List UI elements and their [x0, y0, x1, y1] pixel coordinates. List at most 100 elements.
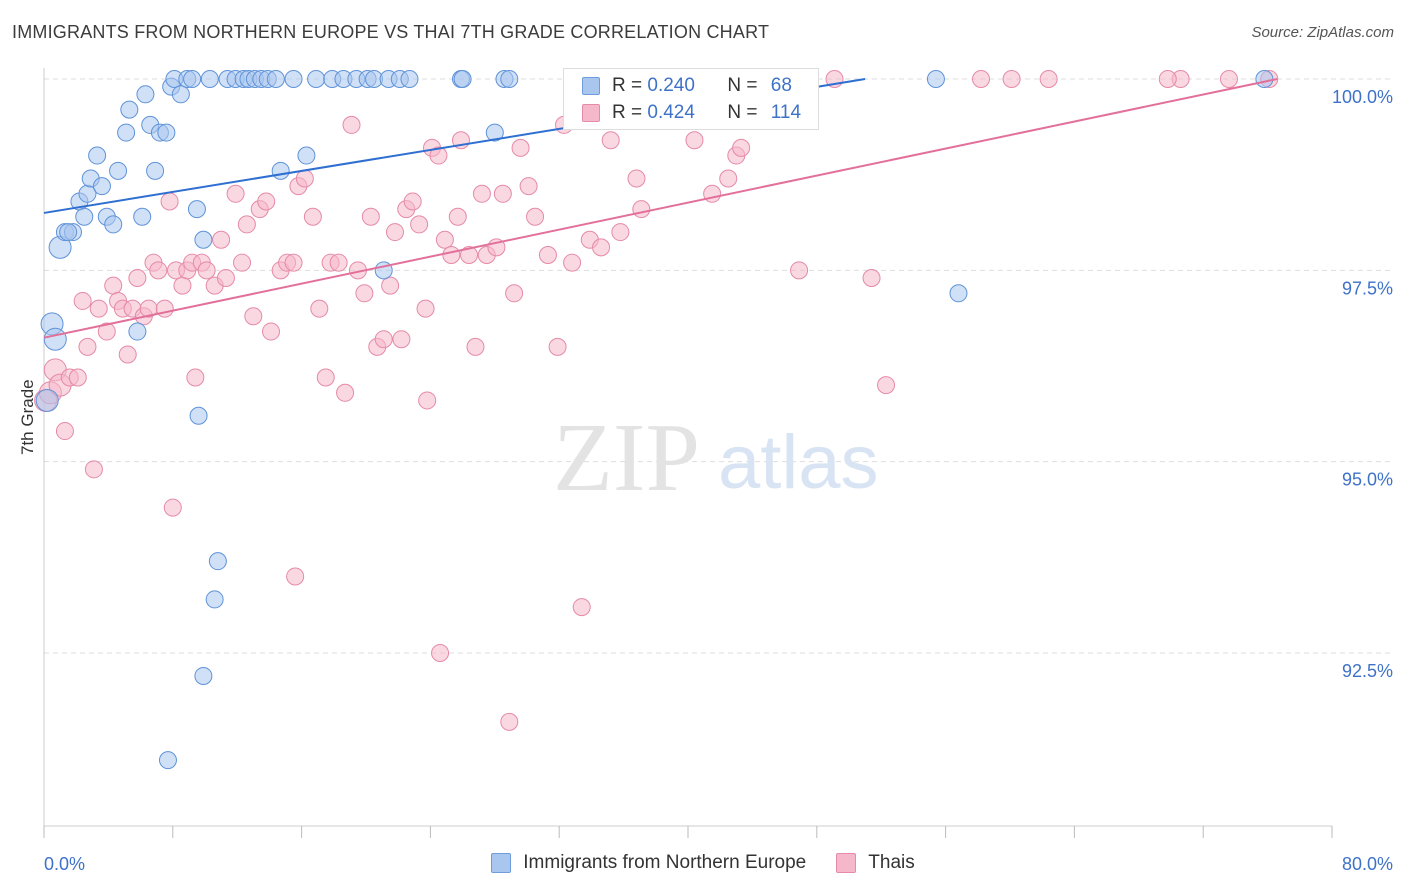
- northern-europe-point: [171, 85, 190, 104]
- northern-europe-points: [35, 70, 1274, 770]
- thais-point: [392, 330, 411, 349]
- legend-n-label: N =: [727, 102, 763, 123]
- thais-point: [160, 192, 179, 211]
- grid-lines: [44, 78, 1394, 654]
- watermark-atlas: atlas: [718, 420, 879, 505]
- thais-point: [89, 299, 108, 318]
- legend-r-value: 0.240: [647, 75, 695, 96]
- thais-point: [1158, 70, 1177, 88]
- thais-point: [381, 276, 400, 295]
- thais-point: [410, 215, 429, 234]
- thais-point: [460, 246, 479, 265]
- thais-point: [316, 368, 335, 387]
- thais-point: [84, 460, 103, 479]
- northern-europe-point: [307, 70, 326, 88]
- y-tick-label: 97.5%: [1342, 278, 1393, 298]
- thais-point: [310, 299, 329, 318]
- legend-n-value: 114: [770, 102, 802, 123]
- legend-n-value: 68: [770, 75, 792, 96]
- thais-point: [197, 261, 216, 280]
- thais-point: [118, 345, 137, 364]
- thais-point: [538, 246, 557, 265]
- legend-row-thais: R = 0.424 N = 114: [582, 100, 801, 126]
- thais-point: [403, 192, 422, 211]
- thais-point: [732, 138, 751, 157]
- thais-point: [1039, 70, 1058, 88]
- y-axis-label: 7th Grade: [18, 379, 37, 455]
- thais-point: [216, 268, 235, 287]
- thais-point: [416, 299, 435, 318]
- thais-point: [237, 215, 256, 234]
- legend-swatch-pink: [836, 853, 857, 873]
- thais-point: [149, 261, 168, 280]
- thais-point: [73, 291, 92, 310]
- thais-point: [212, 230, 231, 249]
- thais-point: [336, 383, 355, 402]
- thais-point: [262, 322, 281, 341]
- northern-europe-point: [183, 70, 202, 88]
- northern-europe-point: [208, 552, 227, 571]
- thais-point: [442, 246, 461, 265]
- northern-europe-point: [128, 322, 147, 341]
- thais-point: [244, 307, 263, 326]
- thais-point: [505, 284, 524, 303]
- thais-point: [1219, 70, 1238, 88]
- x-axis: [43, 68, 1333, 838]
- northern-europe-point: [485, 123, 504, 142]
- northern-europe-point: [926, 70, 945, 88]
- thais-point: [257, 192, 276, 211]
- thais-point: [361, 207, 380, 226]
- thais-point: [627, 169, 646, 188]
- legend-r-label: R =: [612, 75, 648, 96]
- thais-point: [493, 184, 512, 203]
- legend-n-label: N =: [727, 75, 763, 96]
- thais-point: [632, 200, 651, 219]
- northern-europe-point: [88, 146, 107, 165]
- y-tick-label: 100.0%: [1332, 87, 1393, 107]
- source-label: Source: ZipAtlas.com: [1251, 24, 1394, 41]
- northern-europe-point: [75, 207, 94, 226]
- northern-europe-point: [453, 70, 472, 88]
- thais-point: [233, 253, 252, 272]
- thais-point: [601, 131, 620, 150]
- thais-point: [385, 223, 404, 242]
- northern-europe-point: [194, 666, 213, 685]
- thais-point: [563, 253, 582, 272]
- northern-europe-point: [194, 230, 213, 249]
- northern-europe-point: [120, 100, 139, 119]
- thais-point: [286, 567, 305, 586]
- chart-title: IMMIGRANTS FROM NORTHERN EUROPE VS THAI …: [12, 22, 770, 42]
- northern-europe-point: [109, 161, 128, 180]
- thais-point: [685, 131, 704, 150]
- thais-point: [295, 169, 314, 188]
- northern-europe-point: [284, 70, 303, 88]
- legend-label: Immigrants from Northern Europe: [523, 852, 807, 873]
- thais-point: [472, 184, 491, 203]
- legend-item-thais[interactable]: Thais: [836, 852, 915, 874]
- thais-point: [435, 230, 454, 249]
- northern-europe-point: [297, 146, 316, 165]
- thais-point: [342, 115, 361, 134]
- thais-point: [500, 712, 519, 731]
- legend-label: Thais: [868, 852, 915, 873]
- y-tick-labels: 92.5% 95.0% 97.5% 100.0%: [1332, 87, 1393, 681]
- legend-item-northern-europe[interactable]: Immigrants from Northern Europe: [491, 852, 806, 874]
- thais-point: [1002, 70, 1021, 88]
- thais-point: [418, 391, 437, 410]
- thais-point: [972, 70, 991, 88]
- northern-europe-point: [157, 123, 176, 142]
- northern-europe-point: [187, 200, 206, 219]
- thais-point: [104, 276, 123, 295]
- thais-point: [303, 207, 322, 226]
- thais-point: [611, 223, 630, 242]
- northern-europe-point: [92, 177, 111, 196]
- thais-point: [226, 184, 245, 203]
- northern-europe-point: [35, 388, 59, 412]
- thais-point: [572, 598, 591, 617]
- thais-point: [431, 644, 450, 662]
- thais-point: [68, 368, 87, 387]
- northern-europe-point: [266, 70, 285, 88]
- thais-point: [284, 253, 303, 272]
- northern-europe-point: [500, 70, 519, 88]
